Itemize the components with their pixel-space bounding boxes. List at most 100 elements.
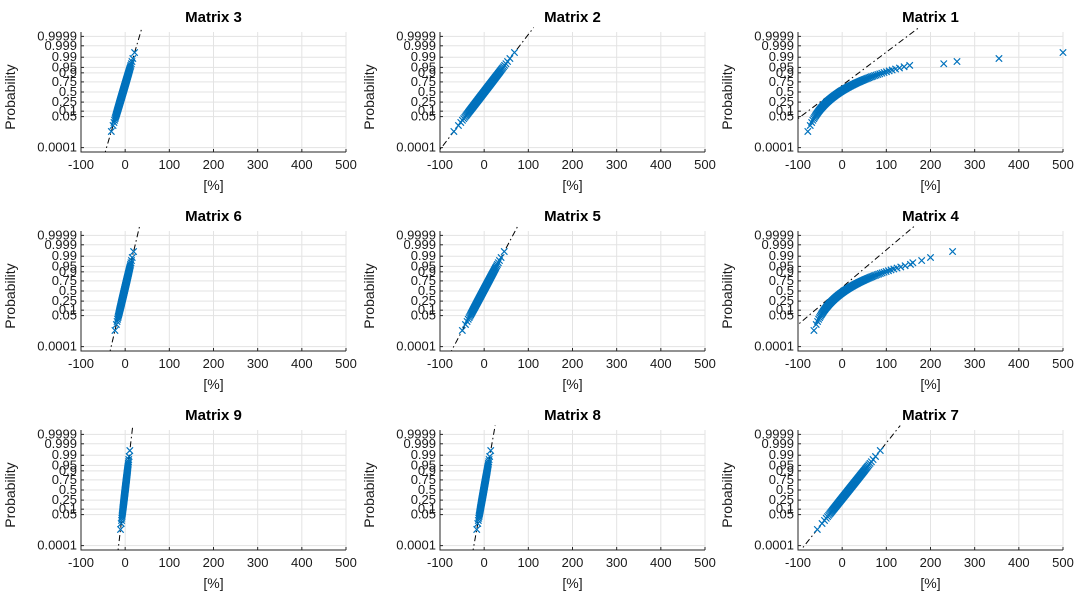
y-tick-label: 0.05 (769, 507, 794, 522)
y-axis-label: Probability (361, 462, 377, 527)
y-tick-label: 0.95 (52, 457, 77, 472)
reference-line (104, 27, 143, 152)
y-tick-label: 0.99 (52, 447, 77, 462)
x-tick-label: 400 (650, 356, 672, 371)
y-tick-label: 0.75 (52, 74, 77, 89)
y-tick-label: 0.9 (418, 463, 436, 478)
x-tick-label: 100 (875, 555, 897, 570)
data-point (926, 253, 935, 262)
data-point (918, 256, 926, 265)
x-tick-label: 100 (158, 555, 180, 570)
y-tick-label: 0.5 (59, 482, 77, 497)
x-tick-label: 500 (335, 555, 357, 570)
data-point (463, 317, 471, 326)
x-axis-label: [%] (920, 575, 940, 591)
y-tick-label: 0.5 (418, 283, 436, 298)
data-point (111, 326, 119, 335)
x-tick-label: 0 (839, 356, 846, 371)
x-tick-label: 0 (122, 555, 129, 570)
y-tick-label: 0.5 (418, 482, 436, 497)
x-tick-label: 500 (694, 157, 716, 172)
plot-area (800, 425, 901, 550)
y-tick-label: 0.9999 (396, 28, 436, 43)
data-point (494, 259, 502, 267)
y-tick-label: 0.0001 (37, 140, 77, 155)
y-tick-label: 0.99 (411, 248, 436, 263)
data-point (810, 326, 818, 335)
y-tick-label: 0.75 (769, 472, 794, 487)
x-tick-label: 200 (920, 555, 942, 570)
chart-panel-6: -100 0 100 200 300 400 500 0.0001 0.050.10.250.5… (719, 208, 1074, 392)
x-axis-label: [%] (562, 177, 582, 193)
y-tick-label: 0.95 (411, 457, 436, 472)
data-point (127, 60, 135, 68)
y-tick-label: 0.999 (761, 436, 794, 451)
x-tick-label: 100 (158, 356, 180, 371)
y-axis-label: Probability (719, 462, 735, 527)
y-tick-label: 0.25 (411, 293, 436, 308)
chart-panel-1: -100 0 100 200 300 400 500 0.0001 0.050.10.250.5… (2, 9, 357, 193)
chart-title: Matrix 9 (185, 407, 242, 424)
chart-panel-3: -100 0 100 200 300 400 500 0.0001 0.050.10.250.5… (719, 9, 1074, 193)
data-point (497, 253, 505, 262)
y-tick-label: 0.999 (44, 38, 77, 53)
y-tick-label: 0.75 (411, 472, 436, 487)
y-tick-label: 0.05 (411, 507, 436, 522)
plot-area (104, 27, 143, 152)
y-tick-label: 0.95 (769, 457, 794, 472)
data-point (1059, 48, 1067, 57)
data-point (900, 63, 908, 71)
y-tick-label: 0.1 (59, 501, 77, 516)
y-tick-label: 0.1 (418, 302, 436, 317)
y-tick-label: 0.0001 (396, 538, 436, 553)
y-tick-label: 0.25 (52, 293, 77, 308)
x-tick-label: 200 (920, 157, 942, 172)
x-axis-label: [%] (203, 376, 223, 392)
plot-area (440, 27, 535, 151)
data-point (129, 247, 138, 256)
data-point (874, 70, 882, 79)
x-tick-label: 400 (291, 356, 313, 371)
y-tick-label: 0.9 (418, 264, 436, 279)
x-tick-label: 200 (562, 356, 584, 371)
data-point (486, 452, 494, 461)
y-tick-label: 0.0001 (754, 538, 794, 553)
y-tick-label: 0.9999 (754, 426, 794, 441)
x-tick-label: 300 (964, 555, 986, 570)
reference-line (109, 226, 141, 351)
x-tick-label: -100 (68, 356, 94, 371)
y-tick-label: 0.95 (411, 59, 436, 74)
y-tick-label: 0.95 (52, 59, 77, 74)
x-tick-label: 300 (606, 157, 628, 172)
y-tick-label: 0.05 (52, 308, 77, 323)
data-point (948, 247, 957, 256)
y-axis-label: Probability (2, 462, 18, 527)
x-tick-label: 400 (291, 555, 313, 570)
y-tick-label: 0.1 (418, 103, 436, 118)
y-tick-label: 0.05 (52, 109, 77, 124)
y-tick-label: 0.9999 (37, 426, 77, 441)
chart-panel-7: -100 0 100 200 300 400 500 0.0001 0.050.10.250.5… (2, 407, 357, 591)
y-tick-label: 0.75 (411, 273, 436, 288)
y-tick-label: 0.5 (59, 84, 77, 99)
data-point (876, 70, 884, 78)
y-tick-label: 0.75 (769, 74, 794, 89)
data-point (880, 68, 888, 77)
chart-title: Matrix 3 (185, 9, 242, 26)
data-point (487, 446, 495, 455)
x-tick-label: 0 (839, 157, 846, 172)
chart-title: Matrix 4 (902, 208, 959, 225)
x-tick-label: 100 (517, 555, 539, 570)
x-axis-label: [%] (562, 376, 582, 392)
y-tick-label: 0.05 (411, 109, 436, 124)
y-tick-label: 0.1 (776, 302, 794, 317)
data-point (995, 54, 1003, 63)
y-tick-label: 0.25 (769, 293, 794, 308)
x-tick-label: 100 (158, 157, 180, 172)
data-point (876, 446, 884, 455)
x-tick-label: 0 (839, 555, 846, 570)
plot-area (109, 226, 141, 351)
y-tick-label: 0.99 (769, 248, 794, 263)
y-tick-label: 0.99 (411, 447, 436, 462)
y-tick-label: 0.0001 (396, 140, 436, 155)
